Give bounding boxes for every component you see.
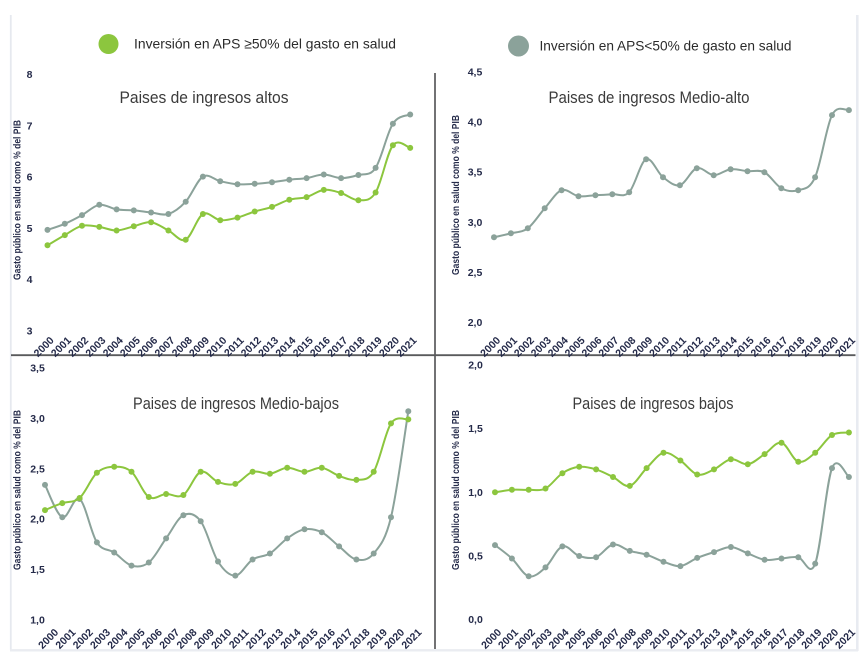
svg-text:Gasto público en salud como %: Gasto público en salud como % del PIB (11, 120, 23, 280)
svg-text:7: 7 (27, 120, 33, 132)
svg-text:1,0: 1,0 (468, 487, 483, 499)
svg-text:6: 6 (27, 172, 33, 184)
svg-text:2,5: 2,5 (468, 267, 483, 279)
svg-text:3,0: 3,0 (468, 217, 483, 229)
svg-text:3,5: 3,5 (30, 363, 45, 375)
svg-text:3,5: 3,5 (468, 167, 483, 179)
svg-text:1,5: 1,5 (30, 564, 45, 576)
svg-text:Gasto público en salud como %: Gasto público en salud como % del PIB (450, 410, 462, 570)
svg-text:Inversión en APS ≥50% del gast: Inversión en APS ≥50% del gasto en salud (134, 36, 396, 52)
svg-text:2,0: 2,0 (30, 514, 45, 526)
svg-text:Paises de ingresos altos: Paises de ingresos altos (120, 88, 289, 107)
svg-text:Gasto público en salud como %: Gasto público en salud como % del PIB (450, 115, 462, 275)
svg-text:3,0: 3,0 (30, 413, 45, 425)
svg-text:Gasto público en salud como %: Gasto público en salud como % del PIB (11, 410, 23, 570)
svg-text:0,5: 0,5 (468, 551, 483, 563)
svg-text:Paises de ingresos bajos: Paises de ingresos bajos (573, 394, 734, 413)
svg-text:5: 5 (27, 223, 33, 235)
svg-text:4: 4 (27, 274, 33, 286)
svg-text:Paises de ingresos Medio-bajos: Paises de ingresos Medio-bajos (133, 394, 339, 413)
svg-text:Inversión en APS<50% de gasto: Inversión en APS<50% de gasto en salud (540, 38, 792, 54)
svg-text:Paises de ingresos Medio-alto: Paises de ingresos Medio-alto (549, 88, 750, 107)
svg-text:2,5: 2,5 (30, 463, 45, 475)
svg-text:2,0: 2,0 (468, 360, 483, 372)
svg-text:4,5: 4,5 (468, 67, 483, 79)
svg-text:1,5: 1,5 (468, 423, 483, 435)
svg-text:4,0: 4,0 (468, 117, 483, 129)
svg-text:1,0: 1,0 (30, 615, 45, 627)
svg-text:3: 3 (27, 326, 33, 338)
svg-text:2,0: 2,0 (468, 317, 483, 329)
svg-text:0,0: 0,0 (468, 614, 483, 626)
svg-text:8: 8 (27, 69, 33, 81)
